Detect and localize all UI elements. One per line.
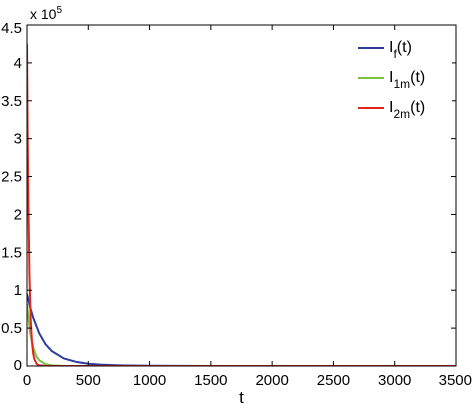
y-tick-label: 2.5 [1,169,22,186]
y-tick-label: 0 [14,357,22,374]
y-tick-label: 1.5 [1,244,22,261]
x-tick-label: 3000 [378,372,411,389]
y-tick-label: 4 [14,55,22,72]
x-tick-label: 2500 [317,372,350,389]
x-tick-label: 500 [76,372,101,389]
x-tick-label: 3500 [439,372,472,389]
legend: If(t) I1m(t) I2m(t) [346,30,452,130]
y-multiplier-base: x 10 [30,6,57,22]
y-tick-label: 1 [14,282,22,299]
legend-label-I2m: I2m(t) [389,99,425,121]
y-tick-label: 3 [14,131,22,148]
legend-label-I1m: I1m(t) [389,69,425,91]
y-tick-label: 0.5 [1,320,22,337]
y-tick-label: 3.5 [1,93,22,110]
x-tick-label: 0 [23,372,31,389]
x-tick-label: 1000 [133,372,166,389]
legend-box [346,30,452,130]
y-tick-label: 4.5 [1,20,22,37]
x-tick-label: 1500 [194,372,227,389]
y-multiplier-exponent: 5 [56,5,62,16]
x-axis-label: t [239,388,244,407]
x-axis-ticks: 0 500 1000 1500 2000 2500 3000 3500 [23,25,472,389]
legend-label-If: If(t) [389,39,412,61]
y-axis-multiplier: x 105 [30,5,62,22]
y-tick-label: 2 [14,206,22,223]
y-axis-ticks: 0 0.5 1 1.5 2 2.5 3 3.5 4 4.5 [1,20,456,374]
series-line-I2m [27,43,456,366]
x-tick-label: 2000 [255,372,288,389]
plot-frame [26,24,457,367]
